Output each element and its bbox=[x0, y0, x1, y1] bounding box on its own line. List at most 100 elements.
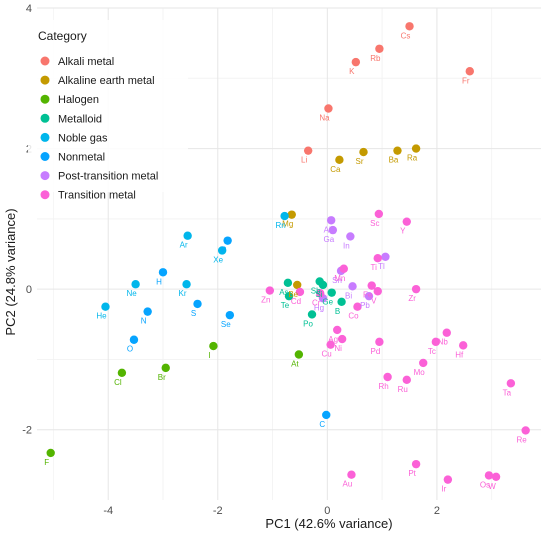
x-tick-label: -4 bbox=[103, 505, 113, 517]
point-label: Mn bbox=[334, 274, 345, 283]
data-point bbox=[158, 268, 168, 277]
point-label: Mo bbox=[414, 368, 426, 377]
data-point bbox=[353, 302, 362, 311]
point-label: Ba bbox=[389, 156, 399, 165]
legend-key bbox=[40, 152, 50, 161]
point-label: Al bbox=[324, 225, 331, 234]
point-label: Tl bbox=[378, 262, 385, 271]
data-point bbox=[443, 475, 453, 484]
point-label: Cu bbox=[322, 350, 332, 359]
data-point bbox=[318, 280, 328, 290]
point-label: Ru bbox=[398, 385, 408, 394]
legend-label: Nonmetal bbox=[58, 152, 105, 164]
point-label: Fe bbox=[363, 291, 373, 300]
legend-title: Category bbox=[38, 29, 87, 43]
data-point bbox=[327, 288, 336, 297]
data-point bbox=[129, 335, 139, 344]
data-point bbox=[393, 146, 402, 155]
data-point bbox=[223, 236, 232, 245]
point-label: Nb bbox=[438, 338, 449, 347]
point-label: Ir bbox=[441, 485, 446, 494]
data-points bbox=[46, 22, 530, 484]
point-label: Os bbox=[480, 480, 490, 489]
point-label: N bbox=[141, 317, 147, 326]
data-point bbox=[316, 289, 325, 298]
point-label: Te bbox=[281, 301, 290, 310]
data-point bbox=[348, 282, 357, 291]
point-label: W bbox=[488, 482, 496, 491]
point-label: Ra bbox=[407, 154, 418, 163]
point-label: H bbox=[156, 277, 162, 286]
point-label: Li bbox=[301, 156, 307, 165]
data-point bbox=[459, 341, 468, 350]
data-point bbox=[328, 225, 338, 235]
data-point bbox=[337, 334, 347, 344]
data-point bbox=[217, 246, 227, 255]
point-label: Cl bbox=[114, 378, 122, 387]
data-point bbox=[442, 328, 451, 337]
data-point bbox=[381, 252, 390, 262]
data-point bbox=[402, 375, 411, 385]
data-point bbox=[419, 358, 428, 368]
y-tick-label: 4 bbox=[26, 3, 32, 15]
point-label: Ti bbox=[371, 263, 378, 272]
point-label: Se bbox=[221, 320, 231, 329]
data-point bbox=[411, 284, 421, 294]
legend-label: Alkaline earth metal bbox=[58, 75, 155, 87]
point-label: Ta bbox=[503, 388, 512, 397]
point-label: Zn bbox=[261, 296, 270, 305]
point-label: Ag bbox=[328, 335, 338, 344]
data-point bbox=[335, 155, 344, 165]
point-label: Sn bbox=[332, 276, 342, 285]
point-label: Sc bbox=[370, 219, 379, 228]
data-point bbox=[465, 67, 474, 76]
data-point bbox=[375, 337, 384, 347]
data-point bbox=[367, 281, 376, 290]
data-point bbox=[431, 337, 441, 347]
point-label: Xe bbox=[213, 255, 223, 264]
point-label: Ga bbox=[323, 235, 334, 244]
legend-key bbox=[40, 56, 50, 66]
data-point bbox=[484, 471, 494, 480]
data-point bbox=[346, 232, 355, 241]
data-point bbox=[295, 287, 305, 297]
point-label: Br bbox=[158, 373, 166, 382]
data-point bbox=[131, 280, 140, 289]
data-point bbox=[101, 302, 110, 311]
data-point bbox=[183, 231, 192, 240]
data-point bbox=[161, 363, 170, 373]
point-label: Pd bbox=[370, 347, 380, 356]
point-label: O bbox=[127, 345, 133, 354]
legend-items: Alkali metal Alkaline earth metal Halogen M… bbox=[40, 56, 158, 202]
y-tick-label: -2 bbox=[22, 425, 32, 437]
point-label: Rb bbox=[370, 54, 381, 63]
data-point bbox=[324, 104, 333, 113]
data-point bbox=[373, 254, 382, 263]
point-label: C bbox=[319, 420, 325, 429]
data-point bbox=[521, 426, 530, 435]
data-point bbox=[283, 278, 293, 288]
point-label: Cd bbox=[291, 297, 301, 306]
data-point bbox=[375, 44, 384, 53]
legend: Category Alkali metal Alkaline earth meta… bbox=[28, 20, 188, 202]
point-label: Re bbox=[517, 435, 528, 444]
data-point bbox=[373, 287, 382, 296]
point-label: Zr bbox=[408, 294, 416, 303]
data-point bbox=[491, 472, 501, 482]
data-point bbox=[284, 291, 294, 301]
point-label: Kr bbox=[179, 289, 187, 298]
data-point bbox=[374, 209, 384, 219]
point-label: At bbox=[291, 360, 299, 369]
legend-label: Alkali metal bbox=[58, 56, 114, 68]
point-label: He bbox=[96, 312, 107, 321]
point-label: Bi bbox=[345, 291, 352, 300]
data-point bbox=[333, 325, 342, 335]
x-tick-label: 2 bbox=[434, 505, 440, 517]
grid bbox=[37, 7, 541, 500]
x-axis-ticks: -4 -2 0 2 bbox=[103, 505, 440, 517]
x-tick-label: 0 bbox=[324, 505, 330, 517]
data-point bbox=[405, 22, 414, 31]
data-point bbox=[209, 341, 218, 351]
point-label: Ne bbox=[126, 289, 137, 298]
